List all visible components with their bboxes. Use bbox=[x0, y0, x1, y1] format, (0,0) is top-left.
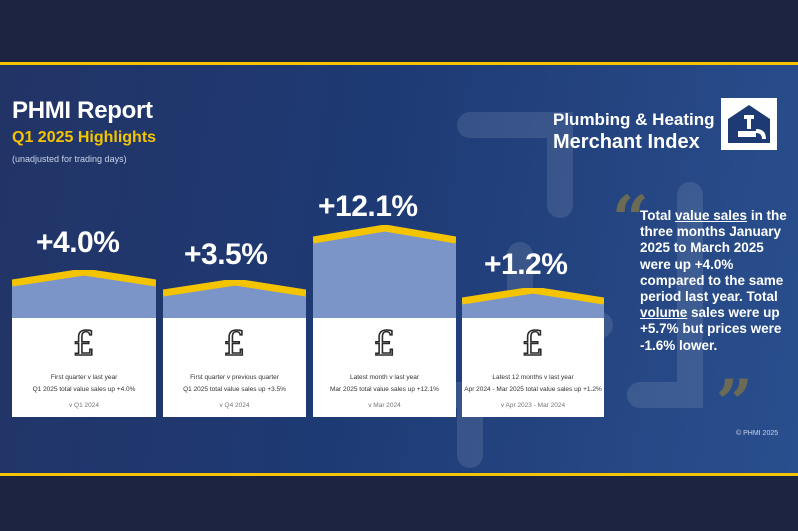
quote-text-3: sales were up +5.7% but prices were -1.6… bbox=[640, 305, 782, 353]
report-note: (unadjusted for trading days) bbox=[12, 154, 127, 164]
stat-card-4: £ Latest 12 months v last year Apr 2024 … bbox=[462, 318, 604, 417]
card-period: v Q1 2024 bbox=[69, 402, 99, 409]
bar-shape-3 bbox=[313, 225, 456, 318]
stat-card-1: £ First quarter v last year Q1 2025 tota… bbox=[12, 318, 156, 417]
change-value-4: +1.2% bbox=[484, 248, 568, 281]
quote-text-2: in the three months January 2025 to Marc… bbox=[640, 208, 787, 305]
card-period: v Q4 2024 bbox=[219, 402, 250, 409]
stat-card-2: £ First quarter v previous quarter Q1 20… bbox=[163, 318, 306, 417]
pound-icon: £ bbox=[223, 323, 246, 365]
quote-underline-2: volume bbox=[640, 305, 688, 321]
summary-quote: Total value sales in the three months Ja… bbox=[640, 208, 790, 354]
card-label: Latest month v last year bbox=[349, 374, 419, 381]
top-band bbox=[0, 0, 798, 62]
logo-line-1: Plumbing & Heating bbox=[553, 110, 715, 129]
card-detail: Apr 2024 - Mar 2025 total value sales up… bbox=[464, 386, 602, 393]
bottom-divider bbox=[0, 473, 798, 476]
report-title: PHMI Report bbox=[12, 97, 153, 124]
pound-icon: £ bbox=[521, 323, 544, 365]
quote-text-1: Total bbox=[640, 208, 675, 223]
card-period: v Mar 2024 bbox=[368, 402, 401, 409]
close-quote-icon: ” bbox=[716, 366, 753, 441]
house-tap-logo-icon bbox=[721, 98, 777, 150]
open-quote-icon: “ bbox=[612, 182, 649, 257]
copyright: © PHMI 2025 bbox=[736, 430, 779, 437]
quote-underline-1: value sales bbox=[675, 208, 748, 223]
bar-shape-1 bbox=[12, 270, 156, 318]
card-detail: Q1 2025 total value sales up +3.5% bbox=[183, 386, 286, 393]
top-divider bbox=[0, 62, 798, 65]
change-value-2: +3.5% bbox=[184, 238, 268, 271]
card-label: First quarter v last year bbox=[50, 374, 118, 381]
pound-icon: £ bbox=[373, 323, 396, 365]
stat-card-3: £ Latest month v last year Mar 2025 tota… bbox=[313, 318, 456, 417]
bottom-band bbox=[0, 476, 798, 531]
change-value-1: +4.0% bbox=[36, 226, 120, 259]
card-detail: Mar 2025 total value sales up +12.1% bbox=[330, 386, 439, 393]
card-period: v Apr 2023 - Mar 2024 bbox=[500, 402, 566, 409]
card-label: Latest 12 months v last year bbox=[492, 374, 574, 381]
pound-icon: £ bbox=[72, 323, 95, 365]
bar-shape-4 bbox=[462, 288, 604, 318]
card-label: First quarter v previous quarter bbox=[190, 374, 279, 381]
bar-shape-2 bbox=[163, 280, 306, 318]
report-subtitle: Q1 2025 Highlights bbox=[12, 129, 157, 146]
logo-line-2: Merchant Index bbox=[553, 131, 700, 153]
card-detail: Q1 2025 total value sales up +4.0% bbox=[32, 386, 136, 393]
change-value-3: +12.1% bbox=[318, 190, 418, 223]
